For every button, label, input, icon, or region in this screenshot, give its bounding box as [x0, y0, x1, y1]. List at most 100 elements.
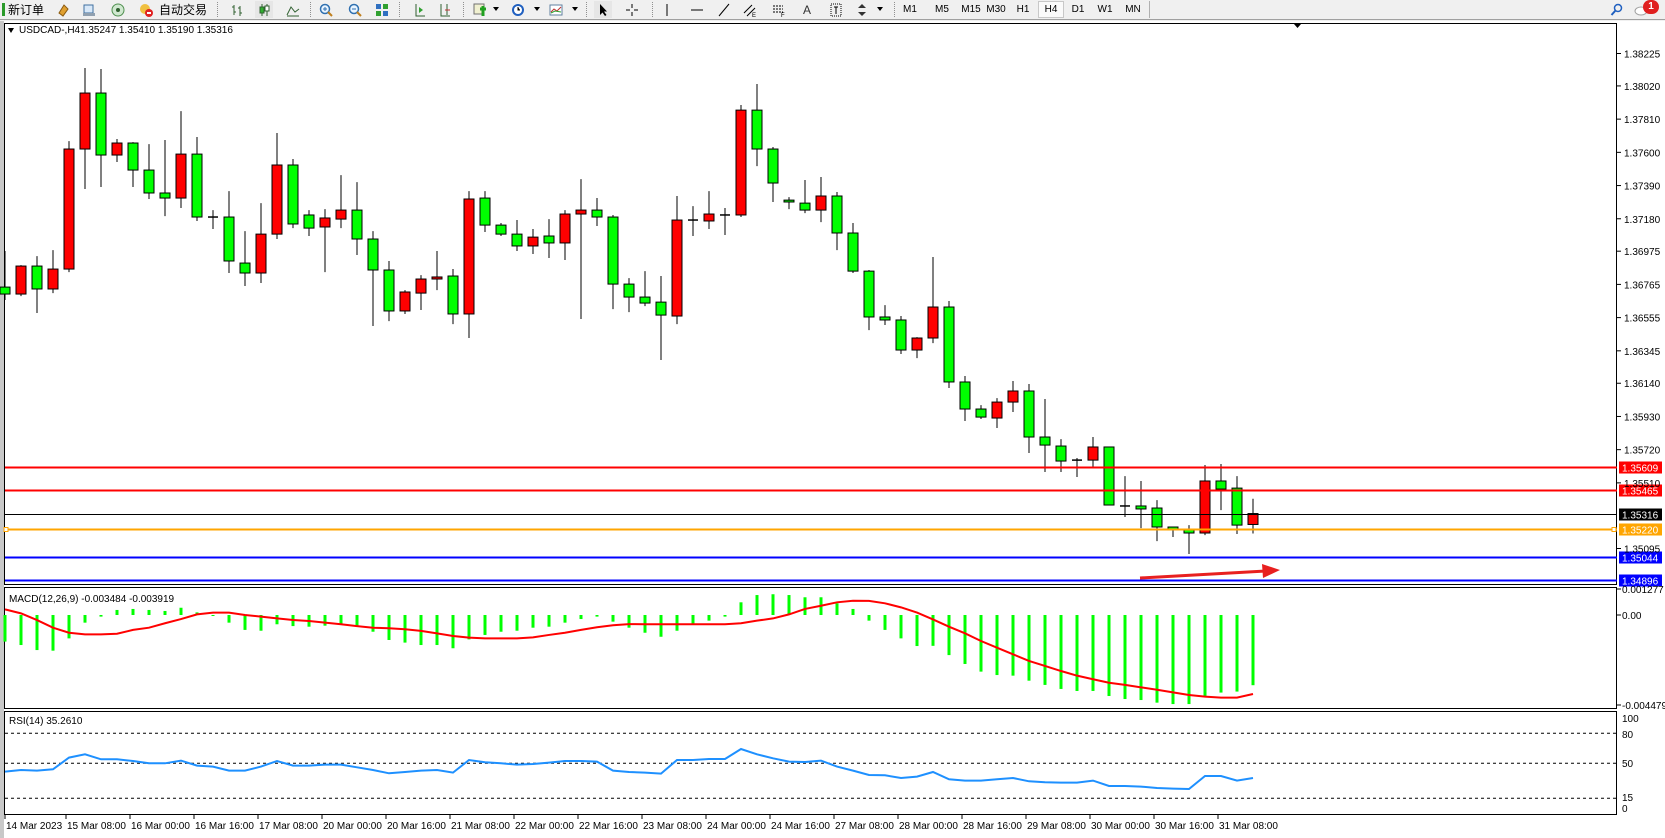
timeframe-m1[interactable]: M1: [903, 4, 917, 15]
periods-icon[interactable]: [509, 1, 527, 18]
candle-bear: [975, 408, 987, 418]
equidistant-channel-icon[interactable]: E: [741, 1, 759, 18]
cursor-icon[interactable]: [594, 1, 612, 18]
chart-canvas[interactable]: 1.35609 1.35465 1.35316 1.35220 1.35044 1.348…: [0, 21, 1665, 838]
zoom-in-icon[interactable]: [317, 1, 335, 18]
auto-trading-button[interactable]: 自动交易: [158, 1, 208, 18]
timeframe-mn[interactable]: MN: [1125, 4, 1141, 15]
time-axis-label: 16 Mar 16:00: [195, 821, 254, 832]
candle-bull: [319, 217, 331, 228]
candle-bull: [63, 148, 75, 270]
price-axis-label: 1.35930: [1624, 412, 1661, 423]
candle-bear: [383, 269, 395, 312]
chart-window[interactable]: 1.35609 1.35465 1.35316 1.35220 1.35044 1.348…: [0, 21, 1665, 838]
vertical-line-icon[interactable]: [658, 1, 676, 18]
candle-bear: [1231, 487, 1243, 526]
macd-histogram-bar: [883, 615, 887, 630]
macd-histogram-bar: [1139, 615, 1143, 701]
candle-bull: [575, 209, 587, 215]
crosshair-icon[interactable]: [623, 1, 641, 18]
macd-histogram-bar: [1059, 615, 1063, 689]
candle-bear: [0, 286, 11, 295]
macd-histogram-bar: [3, 615, 7, 642]
candle-bear: [447, 275, 459, 315]
macd-histogram-bar: [1043, 615, 1047, 685]
timeframe-m5[interactable]: M5: [935, 4, 949, 15]
indicators-dropdown-arrow[interactable]: [493, 7, 499, 11]
bar-chart-icon[interactable]: [228, 1, 246, 18]
timeframe-h4[interactable]: H4: [1038, 1, 1064, 18]
candle-bear: [479, 197, 491, 226]
collapse-triangle-icon[interactable]: [8, 28, 14, 33]
new-order-button[interactable]: 新订单: [6, 1, 46, 18]
candle-bear: [847, 232, 859, 272]
arrows-icon[interactable]: [853, 1, 871, 18]
annotation-arrow-shaft[interactable]: [1139, 569, 1267, 580]
templates-icon[interactable]: [547, 1, 565, 18]
price-series: [0, 68, 1259, 555]
rsi-series: [4, 732, 1617, 799]
timeframe-h1[interactable]: H1: [1016, 4, 1030, 15]
auto-trading-icon[interactable]: [137, 1, 155, 18]
candle-bull: [815, 195, 827, 211]
time-axis-label: 31 Mar 08:00: [1219, 821, 1278, 832]
candle-bear: [159, 192, 171, 199]
timeframe-m15[interactable]: M15: [961, 4, 981, 15]
candle-bull: [79, 92, 91, 150]
line-chart-icon[interactable]: [284, 1, 302, 18]
toolbar-separator: [310, 2, 312, 17]
candle-bear: [943, 306, 955, 383]
navigator-icon[interactable]: [80, 1, 98, 18]
tile-windows-icon[interactable]: [373, 1, 391, 18]
signals-icon[interactable]: [109, 1, 127, 18]
candle-bear: [1039, 436, 1051, 446]
zoom-out-icon[interactable]: [346, 1, 364, 18]
time-axis-label: 16 Mar 00:00: [131, 821, 190, 832]
macd-panel[interactable]: [4, 587, 1617, 709]
macd-histogram-bar: [131, 608, 135, 615]
timeframe-d1[interactable]: D1: [1071, 4, 1085, 15]
notification-badge[interactable]: 1: [1643, 0, 1659, 14]
macd-histogram-bar: [803, 597, 807, 615]
horizontal-line-icon[interactable]: [688, 1, 706, 18]
trendline-icon[interactable]: [715, 1, 733, 18]
macd-histogram-bar: [579, 615, 583, 620]
timeframe-w1[interactable]: W1: [1097, 4, 1113, 15]
candle-bear: [1151, 507, 1163, 528]
auto-scroll-icon[interactable]: [411, 1, 429, 18]
periods-dropdown-arrow[interactable]: [534, 7, 540, 11]
candlestick-icon[interactable]: [255, 1, 273, 18]
text-icon[interactable]: A: [802, 2, 811, 17]
annotation-arrow-head[interactable]: [1262, 564, 1280, 578]
fibonacci-icon[interactable]: F: [770, 1, 788, 18]
candle-bull: [527, 236, 539, 247]
macd-axis-label: 0.00: [1622, 611, 1642, 622]
macd-histogram-bar: [771, 594, 775, 615]
chart-shift-icon[interactable]: [436, 1, 454, 18]
svg-text:F: F: [781, 13, 785, 17]
text-label-icon[interactable]: [827, 1, 845, 18]
timeframe-m30[interactable]: M30: [986, 4, 1006, 15]
market-watch-icon[interactable]: [54, 1, 72, 18]
auto-trading-label: 自动交易: [158, 3, 207, 17]
chart-shift-marker[interactable]: [1294, 24, 1301, 28]
macd-histogram-bar: [323, 615, 327, 626]
time-axis-label: 24 Mar 16:00: [771, 821, 830, 832]
macd-histogram-bar: [467, 615, 471, 640]
candle-bull: [431, 276, 443, 280]
macd-histogram-bar: [1027, 615, 1031, 681]
time-axis-label: 22 Mar 00:00: [515, 821, 574, 832]
candle-bull: [991, 401, 1003, 419]
candle-bear: [511, 233, 523, 247]
arrows-dropdown-arrow[interactable]: [877, 7, 883, 11]
candle-bear: [31, 265, 43, 290]
macd-title: MACD(12,26,9) -0.003484 -0.003919: [9, 594, 175, 605]
search-icon[interactable]: [1608, 1, 1626, 18]
price-axis-label: 1.35095: [1624, 545, 1661, 556]
candle-bull: [335, 209, 347, 220]
main-price-panel[interactable]: [4, 23, 1617, 585]
macd-histogram-bar: [563, 615, 567, 623]
indicators-icon[interactable]: [471, 1, 489, 18]
templates-dropdown-arrow[interactable]: [572, 7, 578, 11]
candle-bear: [959, 381, 971, 410]
